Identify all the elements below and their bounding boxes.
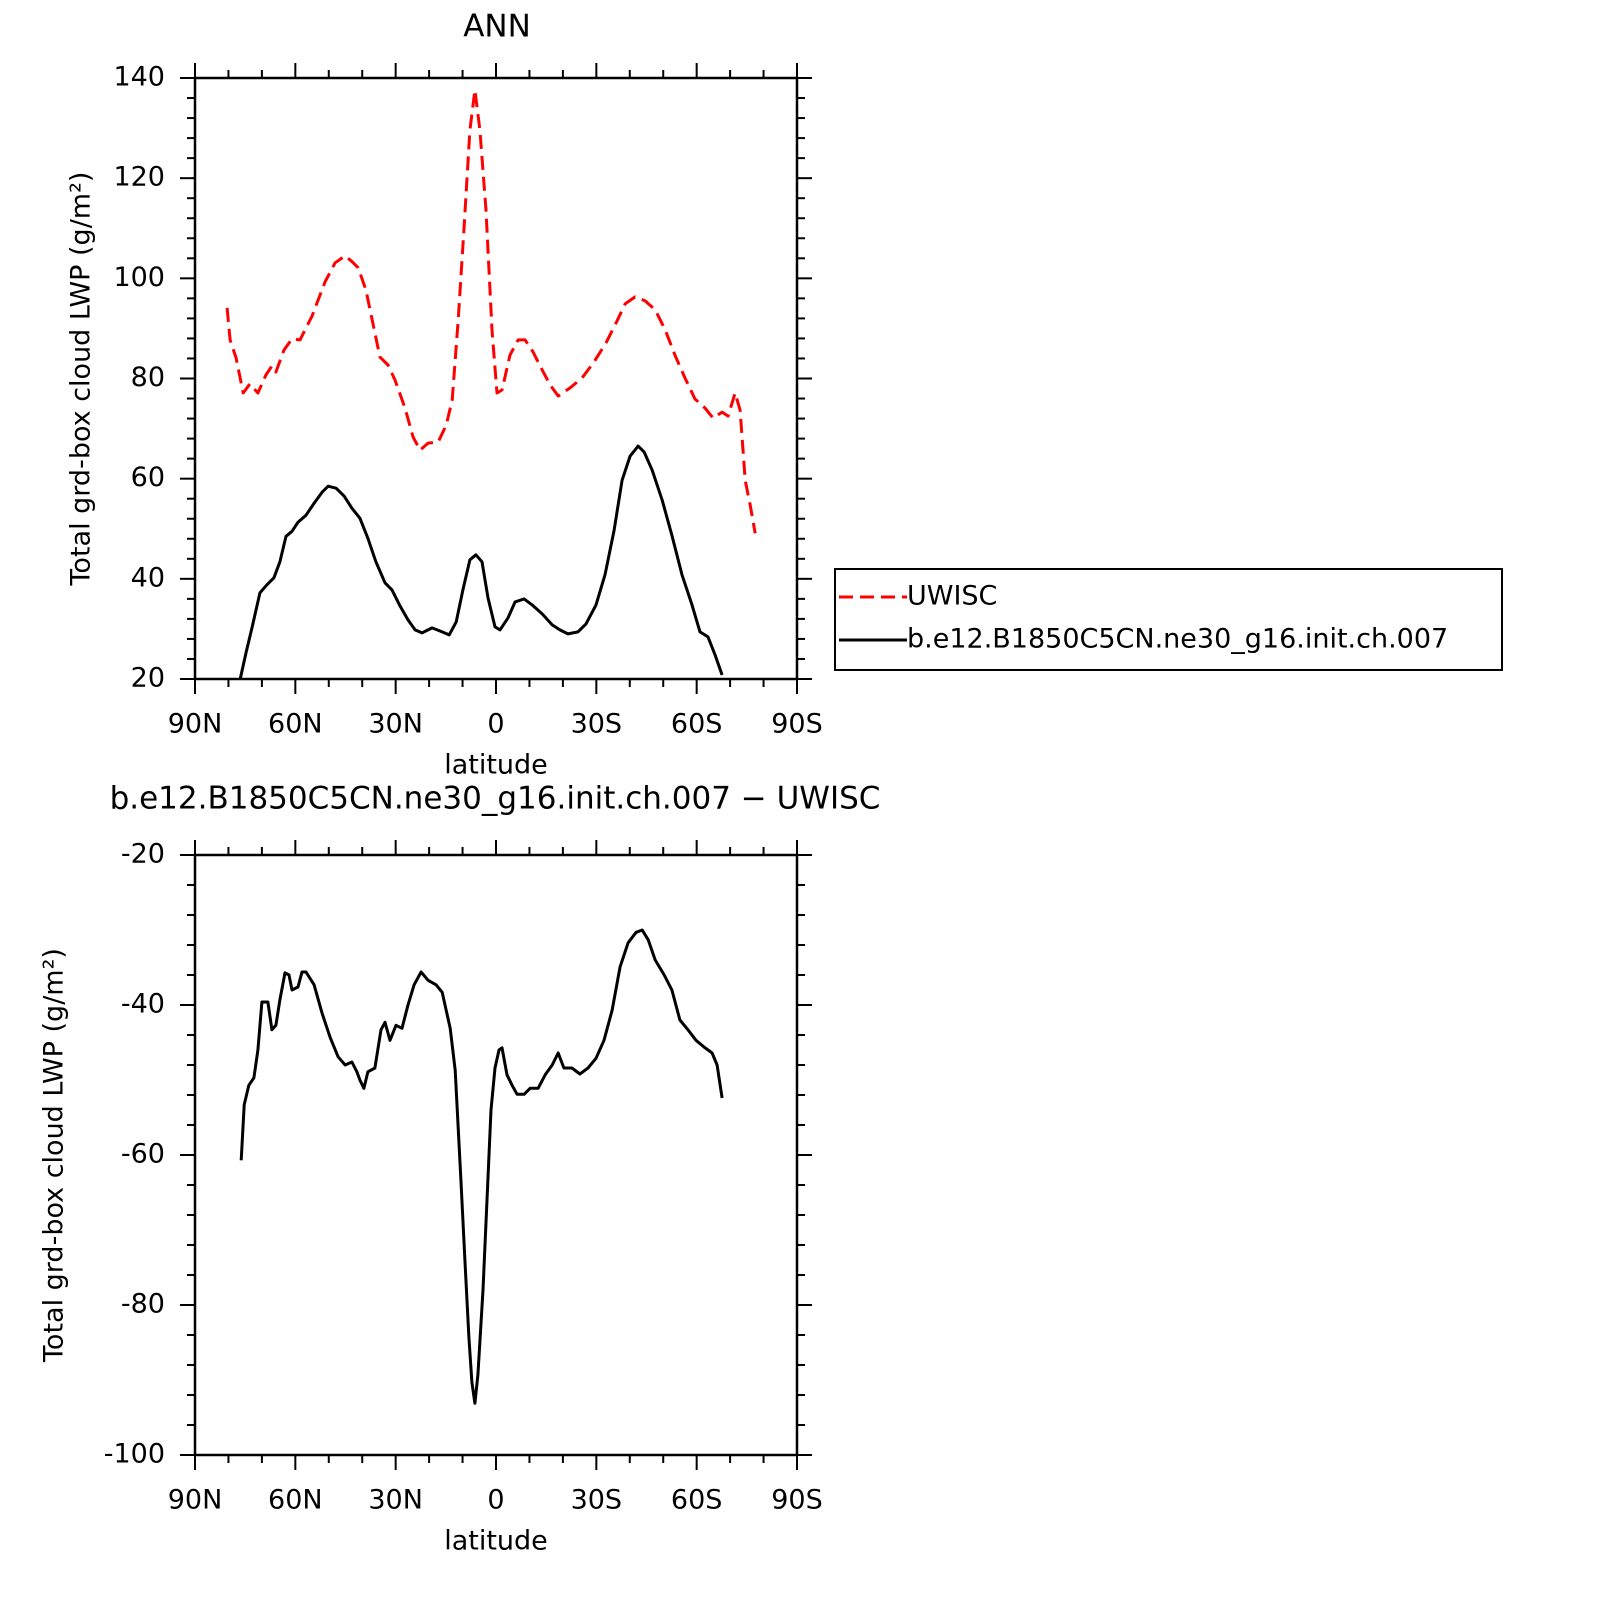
x-tick-label: 90N xyxy=(168,1485,223,1516)
x-tick-label: 90S xyxy=(771,1485,823,1516)
x-axis-label: latitude xyxy=(444,750,548,781)
y-tick-label: -60 xyxy=(121,1139,165,1170)
y-tick-label: 60 xyxy=(131,462,165,493)
y-tick-label: 120 xyxy=(113,162,165,193)
x-tick-label: 60N xyxy=(268,709,323,740)
chart-title: ANN xyxy=(463,9,531,45)
x-tick-label: 0 xyxy=(487,709,504,740)
x-tick-label: 30N xyxy=(368,1485,423,1516)
y-tick-label: 20 xyxy=(131,663,165,694)
y-axis-label: Total grd-box cloud LWP (g/m²) xyxy=(39,948,70,1363)
data-line xyxy=(225,88,757,534)
y-tick-label: 140 xyxy=(113,62,165,93)
x-tick-label: 60N xyxy=(268,1485,323,1516)
plot-frame xyxy=(193,76,799,681)
x-tick-label: 60S xyxy=(671,1485,723,1516)
x-tick-label: 90S xyxy=(771,709,823,740)
y-tick-label: -80 xyxy=(121,1289,165,1320)
legend-label: b.e12.B1850C5CN.ne30_g16.init.ch.007 xyxy=(907,624,1448,655)
x-tick-label: 30N xyxy=(368,709,423,740)
legend-box xyxy=(834,568,1503,671)
x-axis-label: latitude xyxy=(444,1526,548,1557)
x-tick-label: 60S xyxy=(671,709,723,740)
y-tick-label: 80 xyxy=(131,362,165,393)
y-tick-label: -100 xyxy=(104,1439,165,1470)
x-tick-label: 0 xyxy=(487,1485,504,1516)
x-tick-label: 30S xyxy=(571,709,623,740)
data-line xyxy=(239,928,724,1405)
legend-label: UWISC xyxy=(907,581,997,612)
y-tick-label: -20 xyxy=(121,839,165,870)
chart-title: b.e12.B1850C5CN.ne30_g16.init.ch.007 − U… xyxy=(110,781,881,817)
x-tick-label: 90N xyxy=(168,709,223,740)
x-tick-label: 30S xyxy=(571,1485,623,1516)
y-tick-label: 100 xyxy=(113,262,165,293)
y-tick-label: -40 xyxy=(121,989,165,1020)
data-line xyxy=(238,444,724,680)
plot-frame xyxy=(193,853,799,1457)
y-axis-label: Total grd-box cloud LWP (g/m²) xyxy=(66,172,97,587)
y-tick-label: 40 xyxy=(131,562,165,593)
